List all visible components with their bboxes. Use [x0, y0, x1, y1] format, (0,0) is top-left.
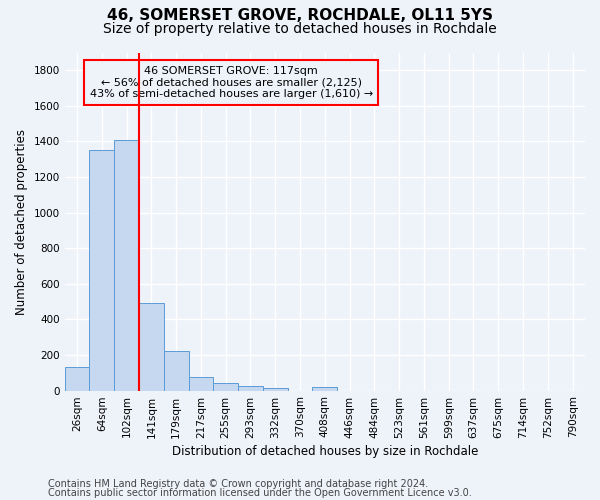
Bar — [214, 382, 238, 390]
Bar — [188, 377, 214, 390]
Text: 46, SOMERSET GROVE, ROCHDALE, OL11 5YS: 46, SOMERSET GROVE, ROCHDALE, OL11 5YS — [107, 8, 493, 22]
Bar — [313, 387, 337, 390]
Bar — [65, 366, 89, 390]
Text: Size of property relative to detached houses in Rochdale: Size of property relative to detached ho… — [103, 22, 497, 36]
Bar — [238, 386, 263, 390]
Bar — [139, 304, 164, 390]
Bar — [89, 150, 114, 390]
Bar — [164, 350, 188, 391]
Text: Contains public sector information licensed under the Open Government Licence v3: Contains public sector information licen… — [48, 488, 472, 498]
Y-axis label: Number of detached properties: Number of detached properties — [15, 128, 28, 314]
Text: 46 SOMERSET GROVE: 117sqm
← 56% of detached houses are smaller (2,125)
43% of se: 46 SOMERSET GROVE: 117sqm ← 56% of detac… — [89, 66, 373, 99]
X-axis label: Distribution of detached houses by size in Rochdale: Distribution of detached houses by size … — [172, 444, 478, 458]
Bar — [263, 388, 287, 390]
Text: Contains HM Land Registry data © Crown copyright and database right 2024.: Contains HM Land Registry data © Crown c… — [48, 479, 428, 489]
Bar — [114, 140, 139, 390]
